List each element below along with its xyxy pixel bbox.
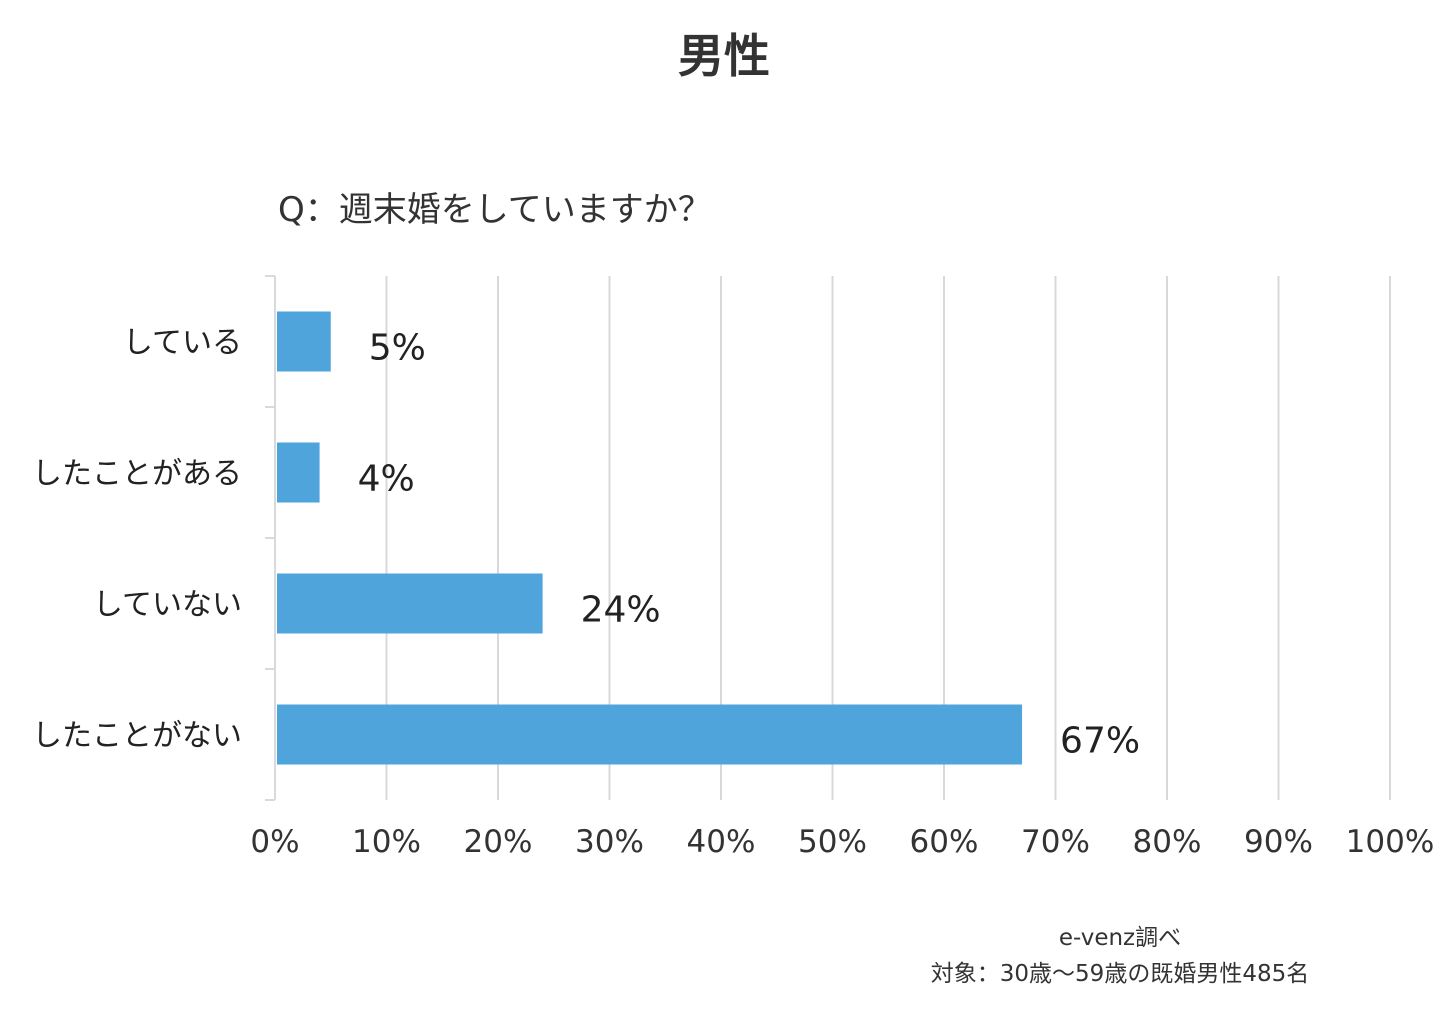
page-title: 男性 xyxy=(678,29,770,83)
category-label: している xyxy=(123,326,242,361)
x-tick-label: 0% xyxy=(250,824,299,860)
x-tick-label: 70% xyxy=(1021,824,1090,860)
bar xyxy=(277,311,331,372)
x-tick-label: 100% xyxy=(1346,824,1435,860)
x-tick-label: 20% xyxy=(464,824,533,860)
x-tick-label: 80% xyxy=(1133,824,1202,860)
x-tick-label: 30% xyxy=(575,824,644,860)
data-label: 67% xyxy=(1060,721,1140,762)
category-label: していない xyxy=(93,588,242,623)
bar xyxy=(277,442,320,503)
x-tick-label: 10% xyxy=(352,824,421,860)
category-label: したことがある xyxy=(32,457,242,492)
data-label: 24% xyxy=(581,590,661,631)
target-note: 対象：30歳〜59歳の既婚男性485名 xyxy=(930,961,1310,987)
data-label: 5% xyxy=(369,328,426,369)
data-label: 4% xyxy=(358,459,415,500)
chart-title: Q：週末婚をしていますか？ xyxy=(278,190,712,230)
bar xyxy=(277,573,543,634)
x-tick-label: 40% xyxy=(687,824,756,860)
category-label: したことがない xyxy=(32,719,242,754)
x-tick-label: 60% xyxy=(910,824,979,860)
x-tick-label: 90% xyxy=(1244,824,1313,860)
footer: e-venz調べ 対象：30歳〜59歳の既婚男性485名 xyxy=(910,920,1330,992)
source-note: e-venz調べ xyxy=(1058,925,1182,951)
x-tick-label: 50% xyxy=(798,824,867,860)
bar xyxy=(277,704,1023,765)
